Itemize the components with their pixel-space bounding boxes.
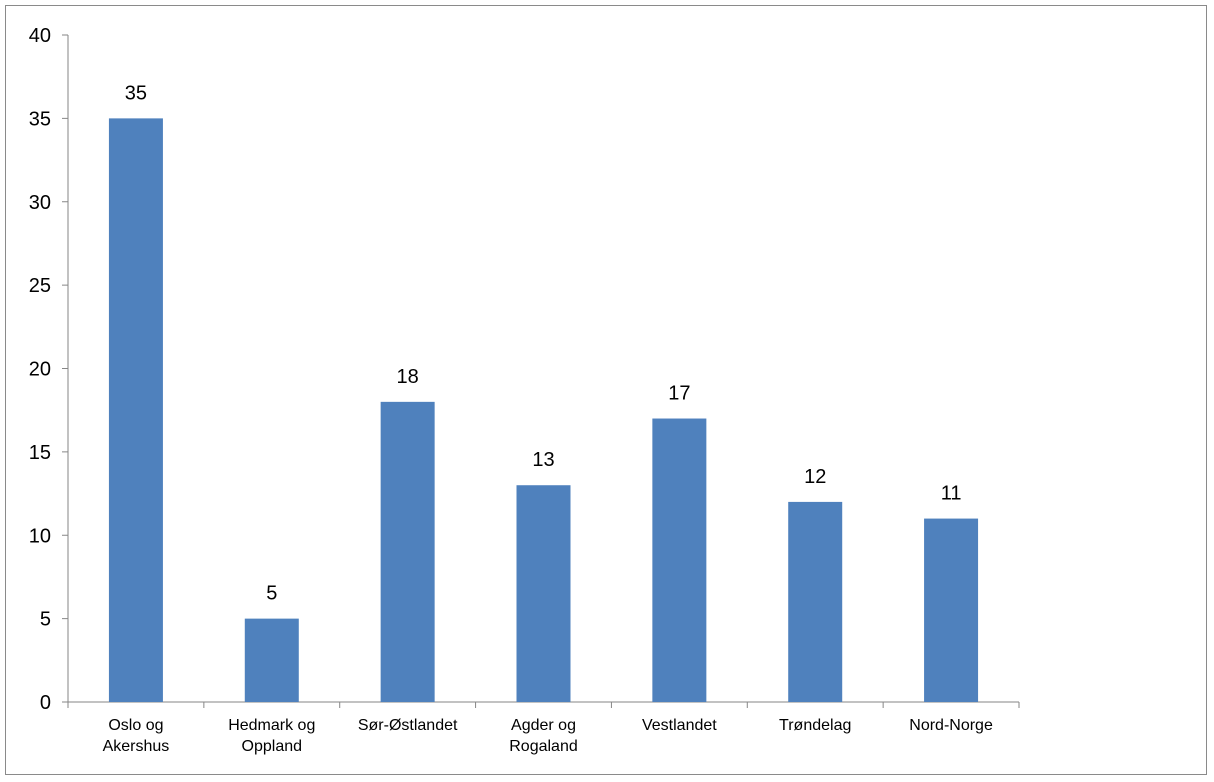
bar-chart: 0 5 10 15 20 25 30 35 40 35 5 18 13 17 12 11 Oslo og Ak… [29,25,1020,755]
y-tick-label: 35 [29,108,51,130]
category-label: Oppland [242,738,303,755]
data-label: 5 [266,583,277,605]
y-tick-label: 40 [29,25,51,47]
y-tick-label: 5 [40,609,51,631]
data-label: 11 [941,483,962,505]
category-label: Oslo og [108,717,163,734]
category-label: Vestlandet [642,717,717,734]
category-label: Agder og [511,717,576,734]
category-label: Akershus [103,738,170,755]
y-tick-label: 30 [29,192,51,214]
y-tick-label: 10 [29,525,51,547]
y-tick-label: 0 [40,692,51,714]
bar [244,618,299,702]
data-labels: 35 5 18 13 17 12 11 [125,82,962,604]
bar [924,518,979,702]
data-label: 17 [668,383,690,405]
bar [108,118,163,702]
category-label: Hedmark og [228,717,315,734]
data-label: 13 [532,449,554,471]
bar [652,418,707,702]
category-label: Trøndelag [779,717,851,734]
bar [380,401,435,702]
category-labels: Oslo og Akershus Hedmark og Oppland Sør-Østl… [103,717,993,755]
chart-frame: 0 5 10 15 20 25 30 35 40 35 5 18 13 17 12 11 Oslo og Ak… [5,5,1207,775]
data-label: 35 [125,82,147,104]
y-tick-label: 20 [29,359,51,381]
y-tick-label: 15 [29,442,51,464]
category-label: Sør-Østlandet [358,717,458,734]
y-axis: 0 5 10 15 20 25 30 35 40 [29,25,69,714]
category-label: Rogaland [509,738,578,755]
bars [108,118,979,702]
category-label: Nord-Norge [909,717,993,734]
x-axis [67,701,1020,708]
bar [788,501,843,702]
data-label: 18 [397,366,419,388]
bar [516,485,571,702]
y-tick-label: 25 [29,275,51,297]
data-label: 12 [804,466,826,488]
